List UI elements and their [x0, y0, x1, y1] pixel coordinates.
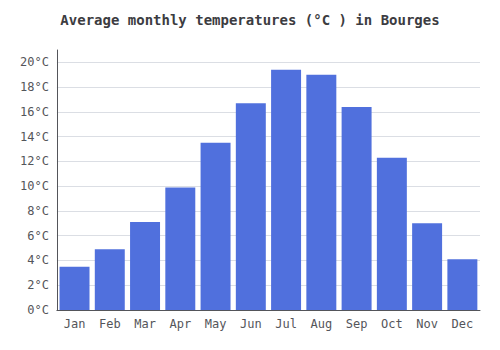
- svg-text:Sep: Sep: [346, 317, 368, 331]
- svg-text:20°C: 20°C: [20, 55, 49, 69]
- svg-text:Dec: Dec: [452, 317, 474, 331]
- svg-text:Jun: Jun: [240, 317, 262, 331]
- svg-text:Feb: Feb: [99, 317, 121, 331]
- svg-text:Oct: Oct: [381, 317, 403, 331]
- svg-text:Apr: Apr: [169, 317, 191, 331]
- svg-text:12°C: 12°C: [20, 154, 49, 168]
- svg-text:Jul: Jul: [275, 317, 297, 331]
- svg-text:10°C: 10°C: [20, 179, 49, 193]
- svg-text:Average monthly temperatures (: Average monthly temperatures (°C ) in Bo…: [60, 12, 439, 28]
- svg-text:Jan: Jan: [64, 317, 86, 331]
- svg-text:2°C: 2°C: [27, 278, 49, 292]
- svg-text:May: May: [205, 317, 227, 331]
- svg-text:6°C: 6°C: [27, 229, 49, 243]
- svg-text:Mar: Mar: [134, 317, 156, 331]
- svg-text:0°C: 0°C: [27, 303, 49, 317]
- svg-text:4°C: 4°C: [27, 253, 49, 267]
- svg-text:14°C: 14°C: [20, 130, 49, 144]
- svg-text:8°C: 8°C: [27, 204, 49, 218]
- svg-text:16°C: 16°C: [20, 105, 49, 119]
- svg-text:Nov: Nov: [416, 317, 438, 331]
- svg-text:18°C: 18°C: [20, 80, 49, 94]
- svg-text:Aug: Aug: [310, 317, 332, 331]
